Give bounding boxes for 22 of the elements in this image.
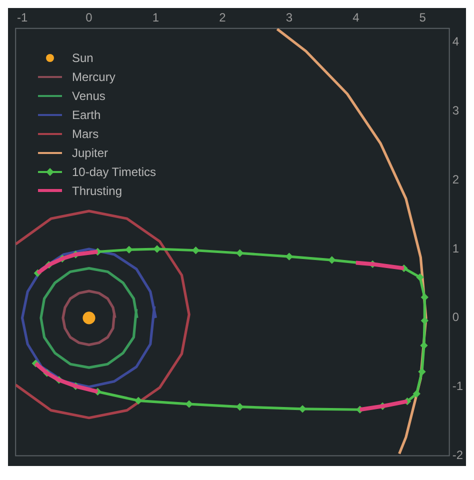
y-tick-label: 3 <box>452 103 460 118</box>
legend-label: Sun <box>72 50 94 64</box>
y-tick-label: -2 <box>452 448 464 462</box>
legend-label: Jupiter <box>72 146 108 160</box>
x-tick-label: -1 <box>16 10 28 25</box>
legend-label: Mercury <box>72 70 116 84</box>
legend-label: Venus <box>72 88 106 102</box>
legend-label: Earth <box>72 108 101 122</box>
x-tick-label: 2 <box>219 10 226 25</box>
y-tick-label: 2 <box>452 172 460 186</box>
legend-label: Mars <box>72 126 99 140</box>
x-tick-label: 3 <box>286 10 293 25</box>
y-tick-label: -1 <box>452 379 464 394</box>
y-tick-label: 1 <box>452 241 460 256</box>
x-tick-label: 5 <box>419 10 426 25</box>
x-tick-label: 1 <box>152 10 160 25</box>
y-tick-label: 4 <box>452 34 460 48</box>
legend-label: Thrusting <box>72 184 122 198</box>
y-tick-label: 0 <box>452 310 460 324</box>
x-tick-label: 4 <box>352 10 360 25</box>
legend-label: 10-day Timetics <box>72 164 156 178</box>
x-tick-label: 0 <box>86 10 93 25</box>
